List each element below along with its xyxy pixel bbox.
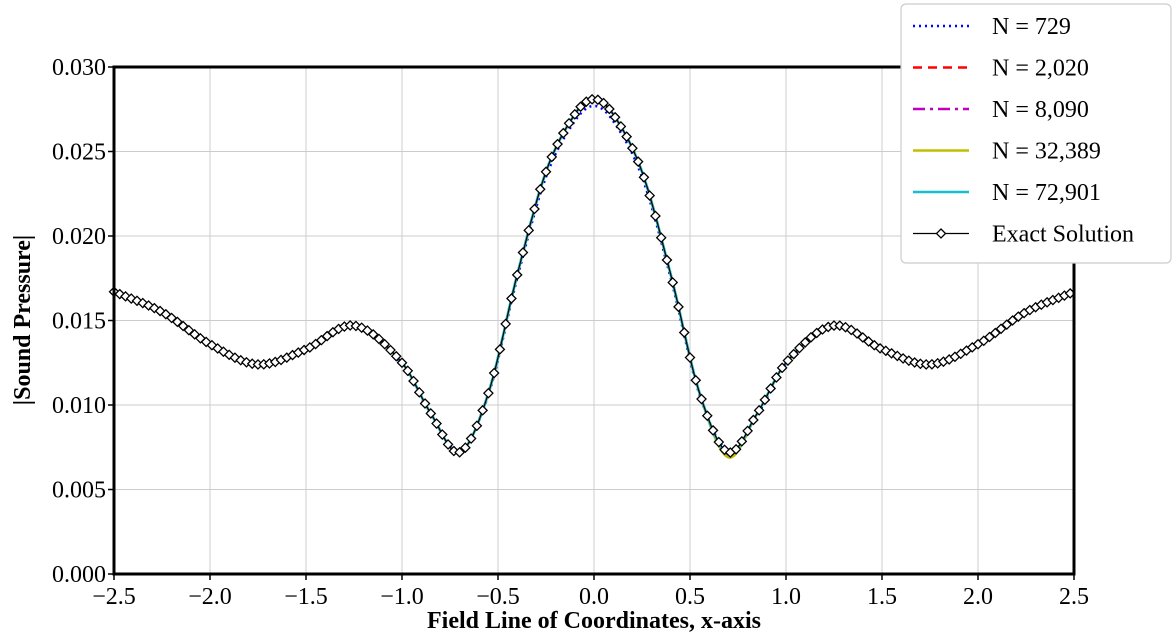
legend-label: Exact Solution xyxy=(992,222,1134,248)
x-tick-label: 1.5 xyxy=(867,584,897,610)
y-tick-label: 0.010 xyxy=(52,393,106,419)
y-tick-label: 0.015 xyxy=(52,309,106,335)
x-tick-label: 1.0 xyxy=(771,584,801,610)
legend-label: N = 32,389 xyxy=(992,139,1101,165)
x-tick-label: −0.5 xyxy=(476,584,520,610)
x-tick-label: 2.0 xyxy=(963,584,993,610)
x-axis-label: Field Line of Coordinates, x-axis xyxy=(427,608,761,634)
x-tick-label: −2.0 xyxy=(188,584,232,610)
x-tick-label: 0.5 xyxy=(675,584,705,610)
x-tick-label: −1.5 xyxy=(284,584,328,610)
y-tick-label: 0.000 xyxy=(52,562,106,588)
legend-label: N = 2,020 xyxy=(992,56,1089,82)
legend-label: N = 8,090 xyxy=(992,97,1089,123)
x-tick-label: 2.5 xyxy=(1059,584,1089,610)
x-tick-label: −1.0 xyxy=(380,584,424,610)
y-tick-label: 0.020 xyxy=(52,224,106,250)
y-tick-label: 0.025 xyxy=(52,140,106,166)
y-axis-label: |Sound Pressure| xyxy=(10,235,36,405)
y-tick-label: 0.005 xyxy=(52,478,106,504)
legend-label: N = 729 xyxy=(992,14,1071,40)
x-tick-label: 0.0 xyxy=(579,584,609,610)
legend: N = 729 N = 2,020 N = 8,090 N = 32,389 N = 7… xyxy=(901,4,1171,263)
legend-label: N = 72,901 xyxy=(992,180,1101,206)
y-tick-label: 0.030 xyxy=(52,55,106,81)
